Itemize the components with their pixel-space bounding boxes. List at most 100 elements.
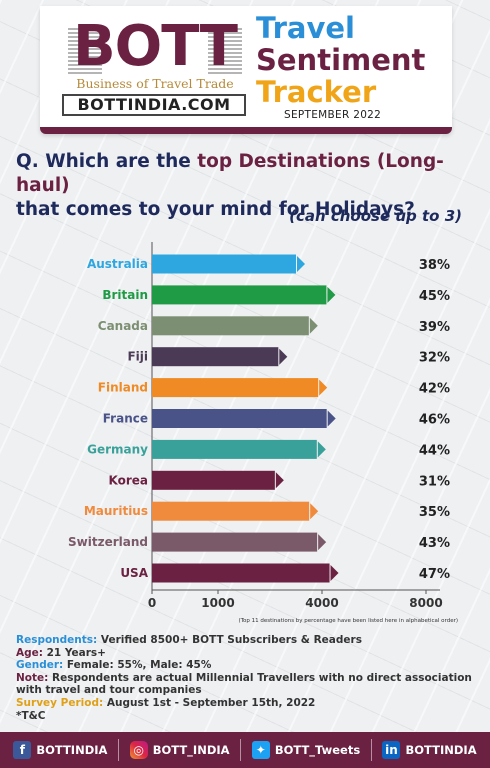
category-label: Canada (98, 319, 148, 333)
instagram-handle: BOTT_INDIA (152, 743, 230, 757)
percent-label: 46% (419, 413, 450, 428)
category-label: Fiji (127, 350, 148, 364)
percent-label: 47% (419, 567, 450, 582)
facebook-icon: f (13, 741, 32, 759)
info-value: Respondents are actual Millennial Travel… (16, 671, 472, 697)
info-key: Note: (16, 671, 49, 684)
percent-label: 44% (419, 443, 450, 458)
percent-label: 42% (419, 382, 450, 397)
tracker-title: Travel Sentiment Tracker SEPTEMBER 2022 (256, 12, 425, 121)
instagram-icon: ◎ (129, 741, 148, 759)
category-label: Finland (98, 381, 148, 395)
info-key: Gender: (16, 659, 64, 672)
twitter-handle: BOTT_Tweets (274, 743, 361, 757)
percent-label: 43% (419, 536, 450, 551)
bar-arrow (319, 379, 328, 396)
category-label: Korea (109, 473, 149, 487)
bar-arrow (279, 348, 288, 365)
category-label: Switzerland (68, 535, 148, 549)
bar-arrow (310, 503, 319, 520)
logo-stripes-right (208, 26, 242, 74)
bar (152, 501, 310, 521)
info-line: Gender: Female: 55%, Male: 45% (16, 659, 476, 672)
info-value: 21 Years+ (42, 646, 106, 659)
question-line2: that comes to your mind for Holidays? (16, 199, 415, 220)
info-value: Verified 8500+ BOTT Subscribers & Reader… (97, 634, 362, 646)
category-label: Mauritius (84, 504, 148, 518)
facebook-link[interactable]: f BOTTINDIA (13, 741, 107, 759)
divider (118, 739, 120, 761)
question-prefix: Q. Which are the (16, 151, 198, 172)
info-line: Respondents: Verified 8500+ BOTT Subscri… (16, 634, 476, 647)
bar (152, 347, 279, 367)
bott-logo: BOTT Business of Travel Trade BOTTINDIA.… (60, 16, 250, 118)
social-footer: f BOTTINDIA ◎ BOTT_INDIA ✦ BOTT_Tweets i… (0, 732, 490, 768)
linkedin-icon: in (382, 741, 401, 759)
bar-arrow (317, 441, 326, 458)
bar-arrow (297, 256, 305, 272)
info-line: Survey Period: August 1st - September 15… (16, 697, 476, 710)
percent-label: 35% (419, 505, 450, 520)
bar-arrow (318, 534, 327, 551)
category-label: Britain (102, 288, 148, 302)
percent-label: 38% (419, 258, 450, 273)
bar (152, 254, 296, 274)
logo-tagline: Business of Travel Trade (76, 76, 234, 91)
bar (152, 285, 327, 305)
twitter-icon: ✦ (251, 741, 270, 759)
bar (152, 563, 330, 583)
bar (152, 378, 319, 398)
chart-footnote: (Top 11 destinations by percentage have … (238, 618, 458, 624)
category-label: Germany (87, 442, 148, 456)
tracker-date: SEPTEMBER 2022 (284, 109, 382, 121)
linkedin-handle: BOTTINDIA (405, 743, 477, 757)
category-label: USA (120, 566, 148, 580)
bar (152, 409, 327, 428)
percent-label: 45% (419, 289, 450, 304)
bar (152, 532, 318, 552)
x-tick-label: 0 (148, 596, 156, 610)
header-card: BOTT Business of Travel Trade BOTTINDIA.… (40, 6, 452, 134)
logo-word: BOTT (73, 14, 238, 79)
tracker-word-travel: Travel (256, 11, 355, 45)
category-label: Australia (87, 257, 148, 271)
question-title: Q. Which are the top Destinations (Long-… (16, 150, 486, 222)
bar-arrow (327, 410, 336, 427)
info-line: Age: 21 Years+ (16, 647, 476, 660)
divider (370, 739, 372, 761)
bar-arrow (327, 286, 336, 303)
info-value: August 1st - September 15th, 2022 (103, 696, 316, 709)
bar-chart: 0 1000 4000 8000 Australia 38% Britain 45% Canad… (68, 242, 450, 610)
info-line: *T&C (16, 710, 476, 723)
percent-label: 32% (419, 351, 450, 366)
x-tick-label: 1000 (201, 596, 234, 610)
bar (152, 470, 275, 490)
info-line: Note: Respondents are actual Millennial … (16, 672, 476, 697)
linkedin-link[interactable]: in BOTTINDIA (382, 741, 477, 759)
logo-stripes-left (68, 26, 102, 74)
category-label: France (103, 412, 148, 426)
x-tick-label: 4000 (305, 596, 338, 610)
survey-info: Respondents: Verified 8500+ BOTT Subscri… (16, 634, 476, 722)
info-key: Age: (16, 646, 43, 659)
question-longhaul: (Long-haul) (16, 151, 444, 196)
info-value: *T&C (16, 709, 46, 722)
bar-arrow (330, 565, 339, 581)
info-key: Respondents: (16, 634, 98, 646)
choose-note: (can choose up to 3) (289, 207, 462, 225)
percent-label: 39% (419, 320, 450, 335)
twitter-link[interactable]: ✦ BOTT_Tweets (251, 741, 361, 759)
bar-arrow (275, 472, 284, 489)
x-tick-label: 8000 (409, 596, 442, 610)
tracker-word-sentiment: Sentiment (256, 43, 426, 77)
divider (240, 739, 242, 761)
info-key: Survey Period: (16, 696, 104, 709)
instagram-link[interactable]: ◎ BOTT_INDIA (129, 741, 230, 759)
question-highlight: top Destinations (197, 151, 371, 172)
bar-arrow (309, 317, 318, 334)
bar (152, 316, 309, 336)
tracker-word-tracker: Tracker (256, 75, 377, 109)
bar (152, 439, 317, 459)
percent-label: 31% (419, 474, 450, 489)
facebook-handle: BOTTINDIA (36, 743, 108, 757)
